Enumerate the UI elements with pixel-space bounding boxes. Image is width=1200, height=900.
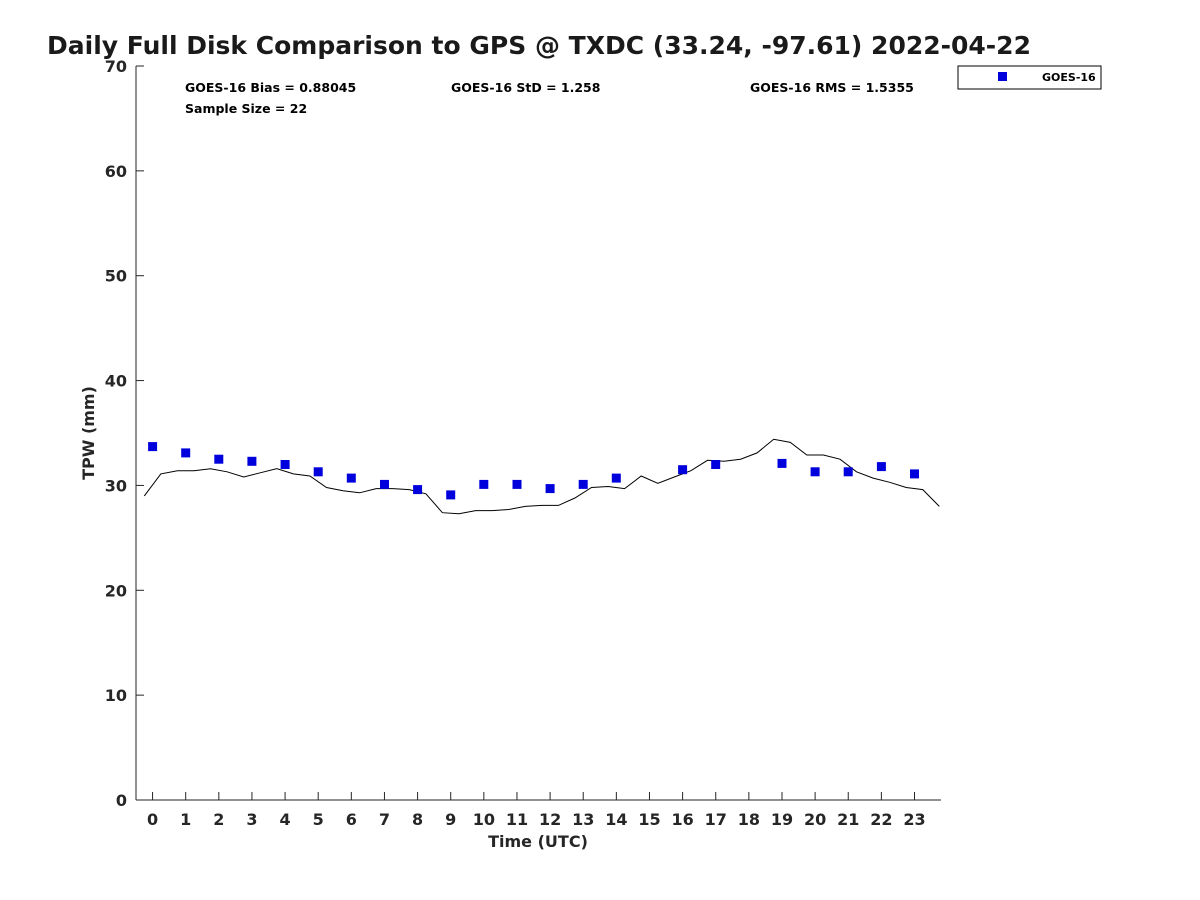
- goes16-point: [413, 485, 423, 495]
- legend-label-goes16: GOES-16: [1042, 71, 1096, 84]
- chart-title: Daily Full Disk Comparison to GPS @ TXDC…: [47, 31, 1031, 60]
- goes16-point: [777, 458, 787, 468]
- goes16-point: [214, 454, 224, 464]
- goes16-marker-series: [148, 442, 919, 500]
- y-axis-label: TPW (mm): [79, 386, 98, 480]
- y-axis-ticks: 0 10 20 30 40 50 60 70: [105, 57, 144, 810]
- x-tick-label: 17: [705, 810, 727, 829]
- x-tick-label: 7: [379, 810, 390, 829]
- axes: [135, 66, 941, 801]
- y-tick-label: 20: [105, 581, 127, 600]
- x-tick-label: 1: [180, 810, 191, 829]
- x-tick-label: 16: [671, 810, 693, 829]
- x-tick-label: 15: [638, 810, 660, 829]
- x-tick-label: 11: [506, 810, 528, 829]
- x-tick-label: 12: [539, 810, 561, 829]
- gps-line: [143, 438, 940, 515]
- goes16-point: [181, 448, 191, 458]
- legend-marker-goes16: [998, 72, 1007, 81]
- goes16-point: [611, 473, 621, 483]
- stat-rms: GOES-16 RMS = 1.5355: [750, 80, 914, 95]
- y-tick-label: 40: [105, 372, 127, 391]
- y-tick-label: 30: [105, 476, 127, 495]
- x-tick-label: 22: [870, 810, 892, 829]
- x-tick-label: 20: [804, 810, 826, 829]
- goes16-point: [810, 467, 820, 477]
- goes16-point: [910, 469, 919, 479]
- x-tick-label: 19: [771, 810, 793, 829]
- x-tick-label: 14: [605, 810, 627, 829]
- goes16-point: [280, 460, 290, 469]
- stat-bias: GOES-16 Bias = 0.88045: [185, 80, 356, 95]
- goes16-point: [479, 479, 489, 489]
- stat-sample-size: Sample Size = 22: [185, 101, 307, 116]
- x-tick-label: 18: [738, 810, 760, 829]
- y-tick-label: 0: [116, 791, 127, 810]
- goes16-point: [578, 479, 588, 489]
- x-tick-label: 23: [903, 810, 925, 829]
- y-tick-label: 10: [105, 686, 127, 705]
- x-tick-label: 21: [837, 810, 859, 829]
- x-tick-label: 10: [473, 810, 495, 829]
- goes16-point: [843, 467, 853, 477]
- goes16-point: [711, 460, 721, 469]
- x-tick-label: 3: [246, 810, 257, 829]
- goes16-point: [512, 479, 522, 489]
- goes16-point: [346, 473, 356, 483]
- legend-box: [957, 65, 1102, 90]
- gps-line-series: [143, 438, 940, 515]
- goes16-point: [545, 484, 555, 494]
- x-tick-label: 5: [313, 810, 324, 829]
- goes16-point: [678, 465, 688, 475]
- x-tick-label: 4: [280, 810, 291, 829]
- x-tick-label: 2: [213, 810, 224, 829]
- x-axis-label: Time (UTC): [488, 832, 588, 851]
- goes16-point: [380, 479, 389, 489]
- goes16-point: [313, 467, 323, 477]
- x-tick-label: 13: [572, 810, 594, 829]
- y-tick-label: 50: [105, 267, 127, 286]
- stat-std: GOES-16 StD = 1.258: [451, 80, 600, 95]
- x-axis-ticks: 0 1 2 3 4 5 6 7 8 9 10 11 12 13 14 15 16 17 18 19 20 21 22 23: [147, 792, 926, 829]
- goes16-point: [247, 456, 257, 466]
- goes16-point: [148, 442, 158, 452]
- y-tick-label: 70: [105, 57, 127, 76]
- y-tick-label: 60: [105, 162, 127, 181]
- x-tick-label: 8: [412, 810, 423, 829]
- x-tick-label: 9: [445, 810, 456, 829]
- x-tick-label: 6: [346, 810, 357, 829]
- goes16-point: [876, 462, 886, 472]
- x-tick-label: 0: [147, 810, 158, 829]
- legend: GOES-16: [957, 65, 1102, 90]
- goes16-point: [446, 490, 456, 500]
